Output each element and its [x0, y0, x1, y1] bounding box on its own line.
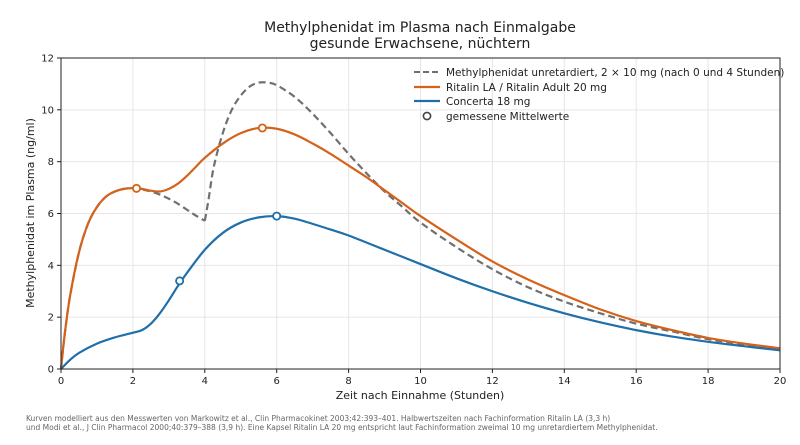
y-tick-label: 4 — [48, 261, 54, 272]
x-tick-label: 14 — [558, 376, 571, 387]
x-axis-ticks: 0 2 4 6 8 10 12 14 16 18 20 — [58, 369, 787, 387]
legend-label-measured: gemessene Mittelwerte — [446, 111, 569, 123]
series-ritalin-la-line — [59, 126, 781, 370]
x-tick-label: 20 — [774, 376, 787, 387]
measured-point — [257, 123, 267, 133]
x-tick-label: 8 — [345, 376, 351, 387]
legend-marker-measured — [422, 111, 432, 121]
series-unretardiert-line — [203, 81, 781, 351]
x-tick-label: 6 — [274, 376, 280, 387]
y-tick-label: 0 — [48, 365, 54, 376]
legend: Methylphenidat unretardiert, 2 × 10 mg (… — [414, 67, 784, 123]
footnote-line-1: Kurven modelliert aus den Messwerten von… — [26, 414, 610, 423]
y-tick-label: 6 — [48, 209, 54, 220]
x-tick-label: 2 — [130, 376, 136, 387]
y-tick-label: 12 — [41, 54, 54, 65]
x-tick-label: 10 — [414, 376, 427, 387]
x-axis-label: Zeit nach Einnahme (Stunden) — [336, 389, 505, 402]
legend-label-unretardiert: Methylphenidat unretardiert, 2 × 10 mg (… — [446, 67, 784, 79]
legend-label-ritalin: Ritalin LA / Ritalin Adult 20 mg — [446, 82, 607, 94]
measured-point — [272, 211, 282, 221]
y-tick-label: 2 — [48, 313, 54, 324]
y-axis-label: Methylphenidat im Plasma (ng/ml) — [24, 118, 37, 308]
x-tick-label: 4 — [202, 376, 208, 387]
y-tick-label: 8 — [48, 157, 54, 168]
x-tick-label: 12 — [486, 376, 499, 387]
legend-label-concerta: Concerta 18 mg — [446, 96, 530, 108]
measured-point — [131, 183, 141, 193]
footnote-line-2: und Modi et al., J Clin Pharmacol 2000;4… — [26, 423, 658, 432]
y-tick-label: 10 — [41, 105, 54, 116]
chart-title: Methylphenidat im Plasma nach Einmalgabe — [264, 20, 576, 36]
y-axis-ticks: 0 2 4 6 8 10 12 — [41, 54, 61, 376]
markers-layer — [131, 123, 282, 286]
x-tick-label: 18 — [702, 376, 715, 387]
x-tick-label: 16 — [630, 376, 643, 387]
x-tick-label: 0 — [58, 376, 64, 387]
chart-subtitle: gesunde Erwachsene, nüchtern — [310, 36, 531, 52]
grid — [61, 58, 780, 369]
measured-point — [175, 276, 185, 286]
